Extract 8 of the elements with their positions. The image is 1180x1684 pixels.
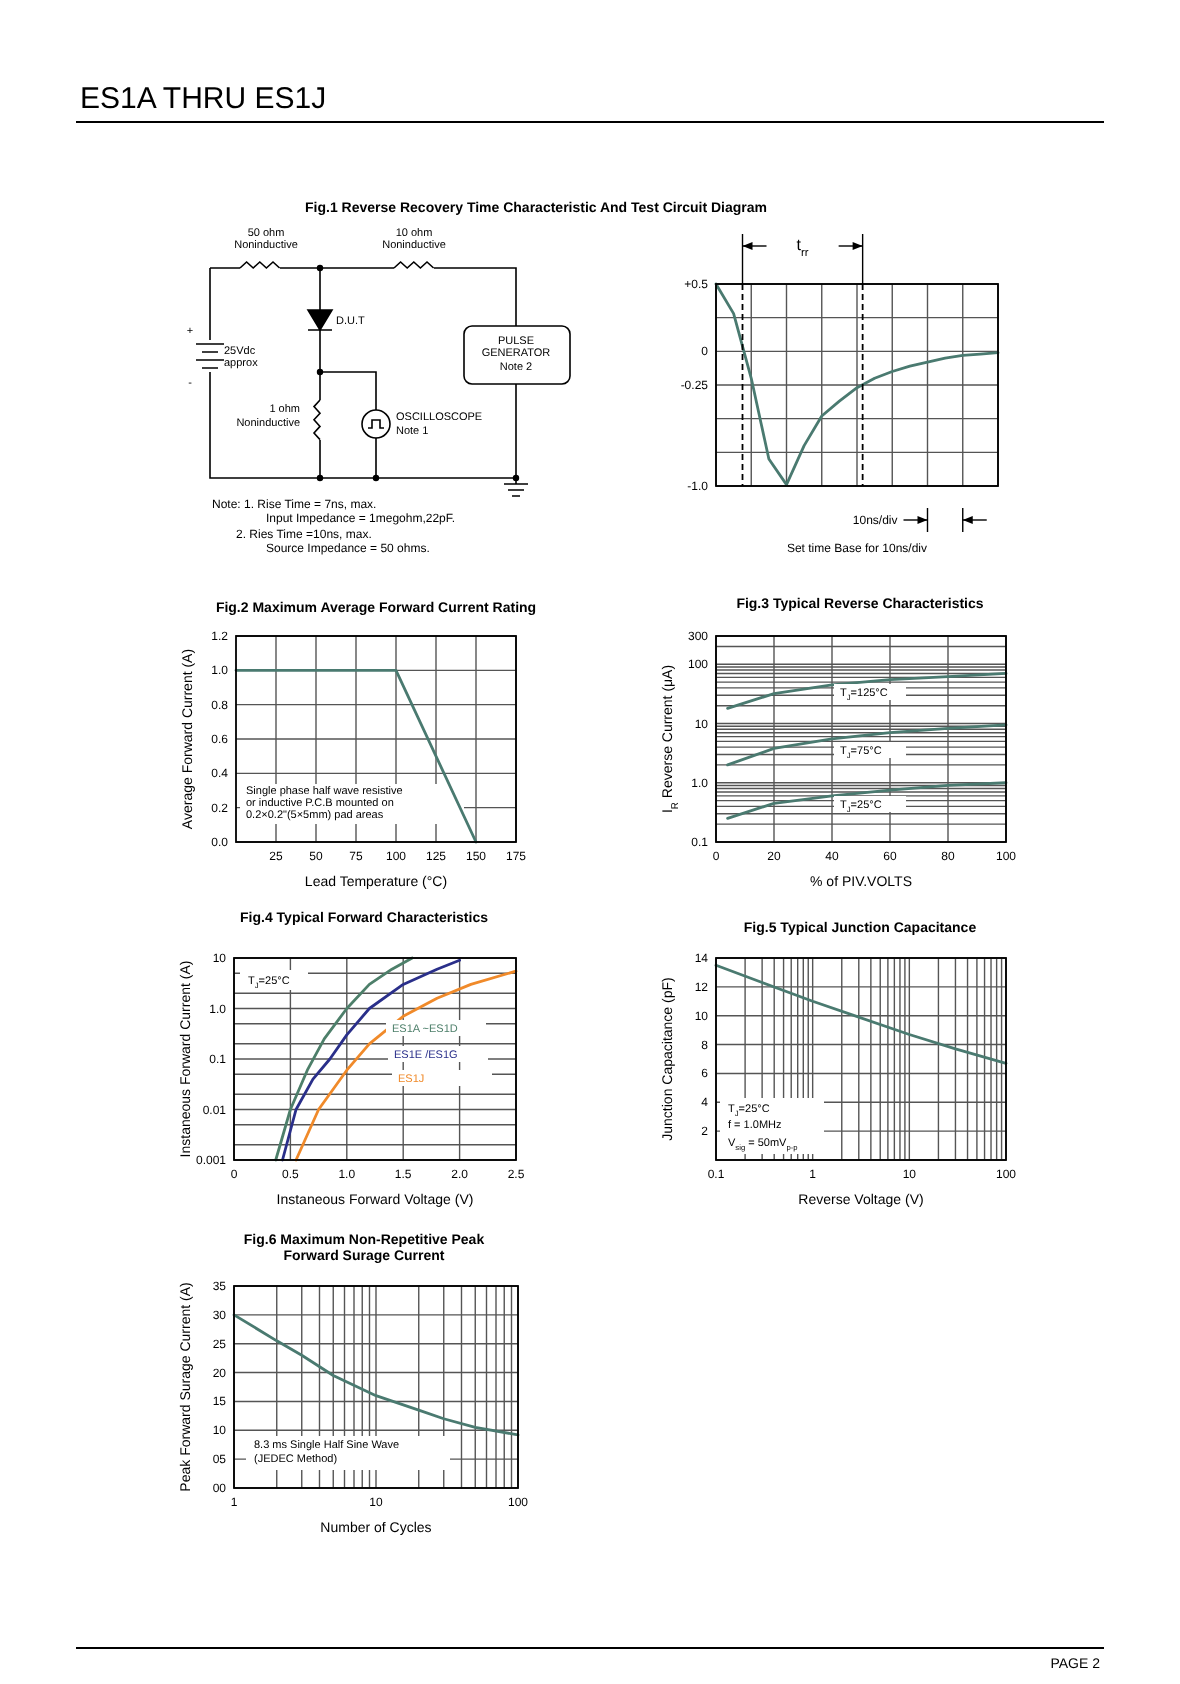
line-series bbox=[726, 723, 1008, 767]
line-series bbox=[714, 963, 1008, 1065]
line-series bbox=[714, 282, 1000, 487]
text: ES1A THRU ES1J bbox=[80, 82, 327, 116]
line-series bbox=[726, 672, 1008, 710]
line-series bbox=[726, 781, 1008, 820]
text: t$_{rr}$ bbox=[796, 236, 809, 260]
line-series bbox=[294, 969, 518, 1162]
